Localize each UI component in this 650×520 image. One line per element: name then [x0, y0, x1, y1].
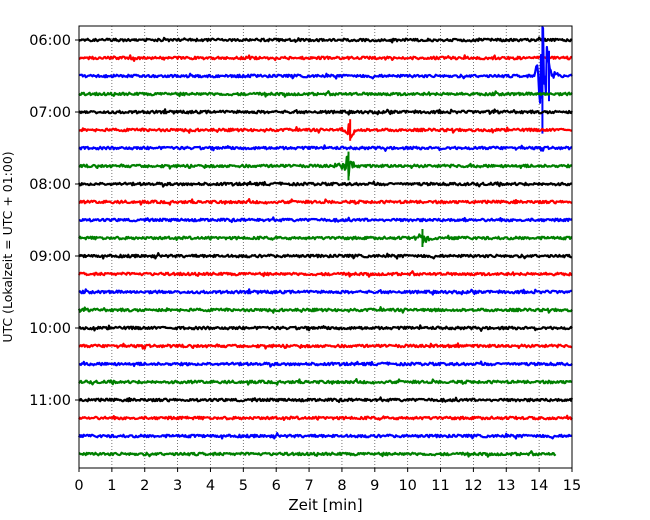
trace-line: [78, 252, 573, 260]
x-tick-label: 5: [239, 478, 248, 494]
trace-line: [77, 432, 573, 440]
trace-line: [78, 216, 573, 224]
trace-line: [78, 108, 573, 116]
x-tick-label: 12: [464, 478, 482, 494]
trace-line: [78, 54, 573, 62]
x-tick-label: 7: [304, 478, 313, 494]
x-tick-label: 10: [398, 478, 416, 494]
y-tick-label: 06:00: [29, 33, 71, 49]
trace-line: [78, 378, 573, 386]
trace-line: [78, 198, 573, 206]
trace-line: [78, 36, 573, 44]
trace-line: [78, 396, 574, 404]
trace-line: [78, 144, 573, 152]
y-axis-label: UTC (Lokalzeit = UTC + 01:00): [0, 151, 15, 342]
trace-line: [78, 288, 573, 296]
x-tick-label: 0: [74, 478, 83, 494]
x-tick-label: 3: [173, 478, 182, 494]
x-tick-label: 11: [431, 478, 449, 494]
plot-frame: [78, 25, 573, 469]
x-tick-label: 9: [370, 478, 379, 494]
x-tick-label: 15: [563, 478, 581, 494]
trace-line: [77, 306, 573, 314]
trace-line: [78, 360, 573, 368]
trace-line: [78, 342, 573, 350]
trace-line: [78, 155, 573, 178]
x-tick-label: 6: [272, 478, 281, 494]
trace-line: [78, 324, 573, 332]
x-tick-label: 2: [140, 478, 149, 494]
x-tick-label: 4: [206, 478, 215, 494]
x-tick-label: 1: [107, 478, 116, 494]
trace-line: [77, 180, 573, 188]
trace-line: [78, 450, 557, 458]
y-tick-label: 11:00: [29, 393, 71, 409]
tick-layer: 0 1 2 3 4 5 6 7 8 9 10 11 12 13 14 1506:0007:0008:0009:…: [29, 33, 581, 494]
trace-layer: [77, 26, 574, 458]
x-tick-label: 13: [497, 478, 515, 494]
y-tick-label: 09:00: [29, 249, 71, 265]
x-axis-label: Zeit [min]: [288, 496, 362, 514]
trace-line: [78, 90, 573, 98]
x-tick-label: 14: [530, 478, 548, 494]
y-tick-label: 10:00: [29, 321, 71, 337]
trace-line: [78, 233, 573, 244]
y-tick-label: 08:00: [29, 177, 71, 193]
y-tick-label: 07:00: [29, 105, 71, 121]
trace-line: [78, 123, 573, 139]
x-tick-label: 8: [337, 478, 346, 494]
trace-line: [78, 270, 573, 278]
trace-line: [78, 26, 573, 104]
trace-line: [78, 414, 573, 421]
